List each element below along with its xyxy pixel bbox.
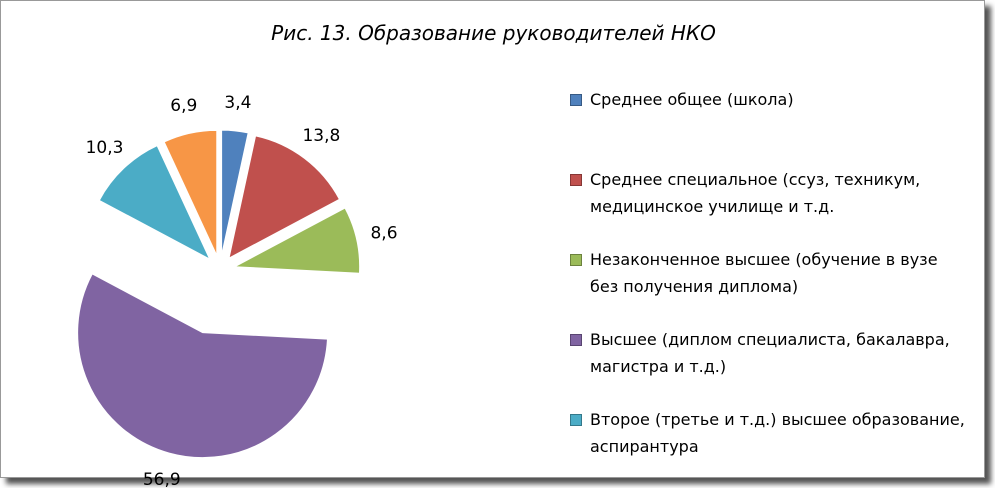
- data-label: 6,9: [170, 96, 197, 116]
- legend-swatch: [570, 334, 582, 346]
- chart-title: Рис. 13. Образование руководителей НКО: [271, 21, 716, 45]
- legend-entry: Среднее общее (школа): [570, 86, 970, 113]
- pie-slice: [232, 207, 361, 274]
- data-label: 56,9: [143, 470, 181, 488]
- legend-label: Второе (третье и т.д.) высшее образовани…: [590, 410, 965, 456]
- pie-slice: [221, 129, 249, 256]
- legend-swatch: [570, 174, 582, 186]
- legend-label: Среднее общее (школа): [590, 90, 794, 109]
- data-label: 3,4: [224, 93, 251, 113]
- legend-entry: Высшее (диплом специалиста, бакалавра, м…: [570, 326, 970, 380]
- pie-slice: [77, 273, 328, 459]
- legend-swatch: [570, 254, 582, 266]
- pie-slice: [228, 135, 341, 259]
- legend-entry: Среднее специальное (ссуз, техникум, мед…: [570, 166, 970, 220]
- legend-label: Среднее специальное (ссуз, техникум, мед…: [590, 170, 921, 216]
- data-label: 10,3: [86, 138, 124, 158]
- legend-label: Незаконченное высшее (обучение в вузе бе…: [590, 250, 938, 296]
- pie-chart: 3,4 13,8 8,6 56,9 10,3 6,9: [77, 93, 398, 488]
- pie-slice: [98, 145, 211, 261]
- legend-swatch: [570, 414, 582, 426]
- data-label: 8,6: [370, 224, 397, 244]
- legend-entry: Незаконченное высшее (обучение в вузе бе…: [570, 246, 970, 300]
- pie-slice: [163, 129, 218, 256]
- legend-label: Высшее (диплом специалиста, бакалавра, м…: [590, 330, 950, 376]
- legend-swatch: [570, 94, 582, 106]
- data-label: 13,8: [302, 126, 340, 146]
- legend-entry: Второе (третье и т.д.) высшее образовани…: [570, 406, 970, 460]
